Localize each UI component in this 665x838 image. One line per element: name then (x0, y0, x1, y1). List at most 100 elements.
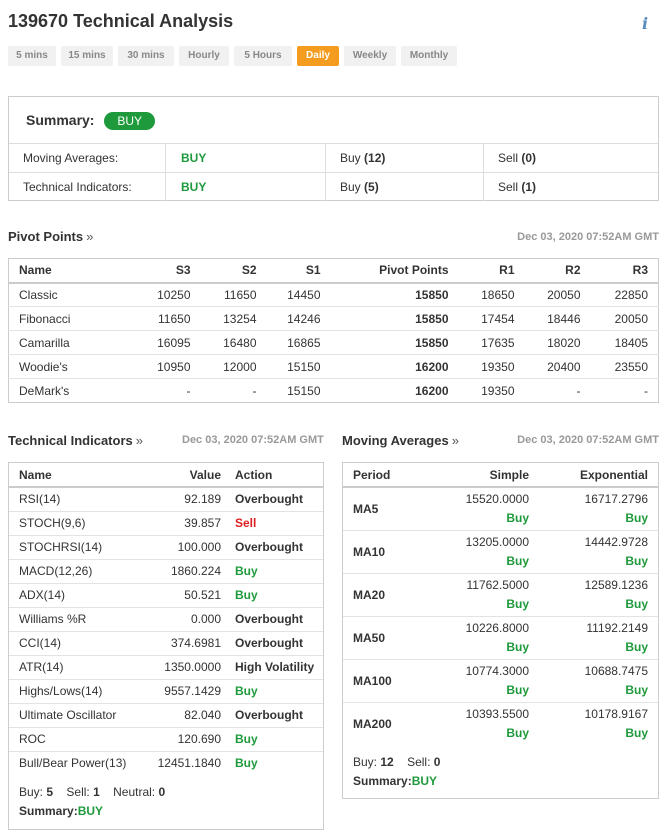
pivot-value: 15850 (320, 330, 449, 355)
indicator-name[interactable]: Bull/Bear Power(13) (19, 756, 127, 771)
summary-label: Summary: (26, 112, 95, 128)
summary-row-action: BUY (165, 144, 325, 172)
technical-row: Ultimate Oscillator 82.040 Overbought (9, 703, 323, 728)
indicator-name[interactable]: RSI(14) (9, 487, 137, 512)
pivot-value: 20400 (514, 354, 581, 379)
indicator-action: Buy (221, 679, 323, 704)
ma-exponential-action: Buy (625, 725, 648, 740)
pivot-value: 15850 (320, 282, 449, 307)
pivot-value: 18405 (580, 330, 659, 355)
summary-row-technical-indicators: Technical Indicators: BUY Buy (5) Sell (… (9, 172, 658, 201)
pivot-points-table: Name S3 S2 S1 Pivot Points R1 R2 R3 Clas… (8, 258, 659, 403)
indicator-name[interactable]: Ultimate Oscillator (9, 703, 137, 728)
indicator-name[interactable]: CCI(14) (9, 631, 137, 656)
technical-indicators-table: Name Value Action RSI(14) 92.189 Overbough… (9, 463, 323, 775)
ma-period: MA10 (343, 530, 433, 574)
pivot-method-name: Woodie's (8, 354, 119, 379)
pivot-method-name: Fibonacci (8, 306, 119, 331)
pivot-value: 16480 (190, 330, 257, 355)
technical-footer-summary: Summary:BUY (19, 804, 104, 818)
pivot-value: 22850 (580, 282, 659, 307)
ma-simple-action: Buy (506, 553, 529, 568)
summary-heading: Summary: BUY (26, 112, 156, 130)
indicator-name[interactable]: STOCH(9,6) (9, 511, 137, 536)
moving-average-row: MA5 15520.0000 Buy 16717.2796 Buy (343, 487, 658, 531)
indicator-value: 9557.1429 (137, 679, 221, 704)
ma-exponential-value: 10178.9167 (584, 706, 648, 721)
indicator-action: Overbought (221, 487, 323, 512)
tab-5-hours[interactable]: 5 Hours (234, 46, 292, 66)
ma-simple: 10774.3000 Buy (433, 659, 529, 703)
moving-col-simple: Simple (433, 463, 529, 488)
ma-simple-value: 13205.0000 (465, 534, 529, 549)
indicator-action: Buy (221, 727, 323, 752)
ma-simple-value: 10393.5500 (465, 706, 529, 721)
tab-15-mins[interactable]: 15 mins (61, 46, 113, 66)
pivot-value: 23550 (580, 354, 659, 379)
ma-simple: 15520.0000 Buy (433, 487, 529, 531)
technical-indicators-title[interactable]: Technical Indicators» (8, 433, 143, 448)
technical-col-action: Action (221, 463, 323, 488)
ma-simple-action: Buy (506, 596, 529, 611)
ma-exponential: 10688.7475 Buy (529, 659, 658, 703)
indicator-value: 374.6981 (137, 631, 221, 656)
technical-row: Highs/Lows(14) 9557.1429 Buy (9, 679, 323, 704)
summary-row-sell: Sell (1) (483, 173, 658, 201)
summary-row-label: Technical Indicators: (23, 180, 132, 194)
ma-exponential-action: Buy (625, 682, 648, 697)
ma-exponential: 10178.9167 Buy (529, 702, 658, 745)
pivot-col-r2: R2 (514, 258, 581, 284)
indicator-name[interactable]: ADX(14) (9, 583, 137, 608)
summary-row-action: BUY (165, 173, 325, 201)
pivot-col-s2: S2 (190, 258, 257, 284)
tab-hourly[interactable]: Hourly (179, 46, 229, 66)
tab-weekly[interactable]: Weekly (344, 46, 396, 66)
tab-daily[interactable]: Daily (297, 46, 339, 66)
pivot-value: 10950 (118, 354, 191, 379)
moving-averages-table: Period Simple Exponential MA5 15520.0000 B… (343, 463, 658, 745)
technical-footer-counts: Buy: 5 Sell: 1 Neutral: 0 (19, 785, 166, 799)
moving-average-row: MA50 10226.8000 Buy 11192.2149 Buy (343, 616, 658, 660)
tab-30-mins[interactable]: 30 mins (118, 46, 174, 66)
indicator-action: Overbought (221, 631, 323, 656)
summary-row-label: Moving Averages: (23, 151, 119, 165)
pivot-points-title[interactable]: Pivot Points» (8, 229, 94, 244)
indicator-value: 1350.0000 (137, 655, 221, 680)
pivot-value: 19350 (481, 383, 515, 398)
tab-monthly[interactable]: Monthly (401, 46, 457, 66)
indicator-name[interactable]: Williams %R (9, 607, 137, 632)
pivot-value: 20050 (580, 306, 659, 331)
indicator-name[interactable]: ATR(14) (9, 655, 137, 680)
pivot-method-name: Camarilla (8, 330, 119, 355)
indicator-name[interactable]: MACD(12,26) (9, 559, 137, 584)
indicator-action: Buy (221, 559, 323, 584)
ma-exponential-value: 16717.2796 (584, 491, 648, 506)
pivot-value: 11650 (190, 282, 257, 307)
technical-row: CCI(14) 374.6981 Overbought (9, 631, 323, 656)
ma-exponential-value: 11192.2149 (586, 620, 648, 635)
tab-5-mins[interactable]: 5 mins (8, 46, 56, 66)
indicator-action: Buy (235, 756, 258, 771)
moving-averages-timestamp: Dec 03, 2020 07:52AM GMT (517, 434, 659, 446)
technical-sell-count: 1 (93, 785, 100, 799)
pivot-value: - (644, 383, 648, 398)
indicator-action: Sell (221, 511, 323, 536)
technical-row: MACD(12,26) 1860.224 Buy (9, 559, 323, 584)
technical-indicators-timestamp: Dec 03, 2020 07:52AM GMT (182, 434, 324, 446)
indicator-action: High Volatility (221, 655, 323, 680)
technical-neutral-count: 0 (158, 785, 166, 799)
indicator-name[interactable]: Highs/Lows(14) (9, 679, 137, 704)
indicator-value: 39.857 (137, 511, 221, 536)
info-icon[interactable]: i (641, 14, 649, 33)
indicator-value: 1860.224 (137, 559, 221, 584)
ma-simple-action: Buy (506, 639, 529, 654)
pivot-col-s1: S1 (256, 258, 321, 284)
technical-row: STOCH(9,6) 39.857 Sell (9, 511, 323, 536)
pivot-points-timestamp: Dec 03, 2020 07:52AM GMT (517, 231, 659, 243)
ma-exponential: 11192.2149 Buy (529, 616, 658, 660)
indicator-name[interactable]: STOCHRSI(14) (9, 535, 137, 560)
ma-exponential-value: 14442.9728 (584, 534, 648, 549)
indicator-name[interactable]: ROC (9, 727, 137, 752)
ma-exponential-action: Buy (625, 553, 648, 568)
moving-averages-title[interactable]: Moving Averages» (342, 433, 459, 448)
